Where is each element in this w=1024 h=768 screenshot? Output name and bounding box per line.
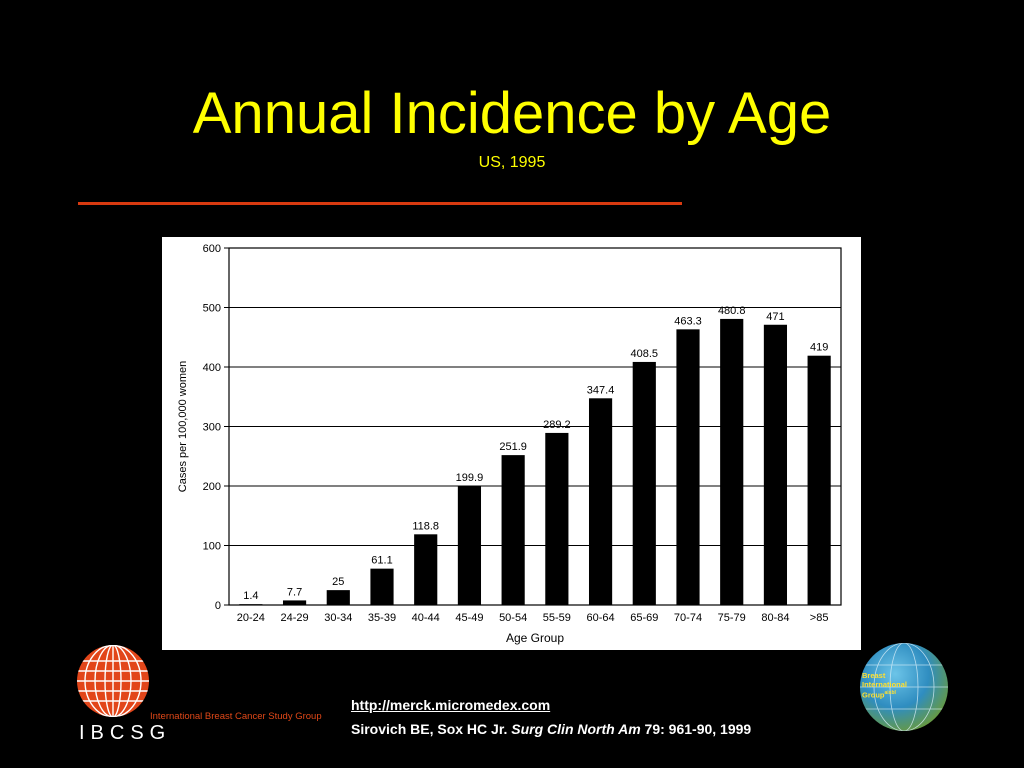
data-label: 471 (766, 311, 784, 323)
data-label: 199.9 (456, 472, 484, 484)
ibcsg-full-name: International Breast Cancer Study Group (150, 711, 322, 722)
x-tick-label: 50-54 (499, 612, 527, 624)
y-tick-label: 600 (203, 243, 221, 255)
x-tick-label: 60-64 (587, 612, 615, 624)
big-logo-text: Breast International Groupaisbl (862, 671, 907, 700)
bar (763, 324, 788, 605)
source-link[interactable]: http://merck.micromedex.com (351, 697, 551, 713)
bar (676, 329, 700, 605)
source-citation: Sirovich BE, Sox HC Jr. Surg Clin North … (351, 721, 751, 737)
x-tick-label: 35-39 (368, 612, 396, 624)
data-label: 480.8 (718, 305, 746, 317)
bar (545, 432, 569, 605)
x-tick-label: 45-49 (455, 612, 483, 624)
data-label: 408.5 (631, 348, 659, 360)
bar (720, 318, 744, 605)
big-line-2: International (862, 680, 908, 689)
bar (501, 455, 525, 605)
x-tick-label: 75-79 (718, 612, 746, 624)
title-divider (78, 202, 682, 205)
big-line-1: Breast (862, 671, 886, 680)
data-label: 289.2 (543, 419, 571, 431)
incidence-chart: 0 100 200 300 400 500 600 1.4 20-24 7.7 24-29 25 30-… (162, 237, 861, 650)
y-tick-label: 300 (203, 422, 221, 434)
data-label: 463.3 (674, 315, 702, 327)
x-axis-label: Age Group (506, 631, 564, 645)
x-tick-label: 65-69 (630, 612, 658, 624)
plot-frame (228, 247, 842, 606)
big-globe-logo-icon (860, 643, 948, 731)
x-tick-label: 20-24 (237, 612, 265, 624)
ibcsg-letters: IBCSG (79, 722, 172, 744)
slide-title: Annual Incidence by Age (192, 81, 832, 146)
y-axis-label: Cases per 100,000 women (177, 361, 189, 492)
data-label: 1.4 (243, 590, 258, 602)
x-tick-label: 30-34 (324, 612, 352, 624)
data-label: 251.9 (499, 441, 527, 453)
bar (807, 355, 831, 605)
data-label: 7.7 (287, 586, 302, 598)
x-tick-label: 24-29 (281, 612, 309, 624)
x-tick-label: 55-59 (543, 612, 571, 624)
citation-details: 79: 961-90, 1999 (644, 721, 752, 737)
bar (457, 486, 482, 605)
y-tick-label: 500 (203, 303, 221, 315)
bar (239, 604, 263, 605)
data-label: 61.1 (371, 555, 392, 567)
x-tick-label: 40-44 (412, 612, 440, 624)
big-line-3-word: Group (862, 690, 885, 700)
y-tick-label: 400 (203, 362, 221, 374)
big-suffix: aisbl (884, 690, 896, 696)
data-label: 419 (810, 342, 828, 354)
citation-journal: Surg Clin North Am (511, 721, 641, 737)
citation-authors: Sirovich BE, Sox HC Jr. (351, 721, 508, 737)
bar (632, 361, 656, 605)
bar (370, 568, 394, 605)
bar (414, 534, 438, 605)
y-tick-label: 0 (215, 600, 221, 612)
x-tick-label: >85 (810, 612, 829, 624)
slide-subtitle: US, 1995 (478, 154, 546, 171)
chart-svg: 0 100 200 300 400 500 600 1.4 20-24 7.7 24-29 25 30-… (177, 243, 842, 645)
bar (282, 600, 307, 605)
y-tick-label: 100 (203, 541, 221, 553)
data-label: 347.4 (587, 384, 615, 396)
ibcsg-logo-icon (77, 645, 149, 717)
big-line-3: Groupaisbl (862, 689, 907, 700)
y-tick-label: 200 (203, 481, 221, 493)
x-tick-label: 80-84 (761, 612, 789, 624)
x-tick-label: 70-74 (674, 612, 702, 624)
data-label: 118.8 (412, 520, 439, 532)
data-label: 25 (332, 576, 344, 588)
bar (326, 590, 350, 605)
bar (588, 398, 613, 605)
